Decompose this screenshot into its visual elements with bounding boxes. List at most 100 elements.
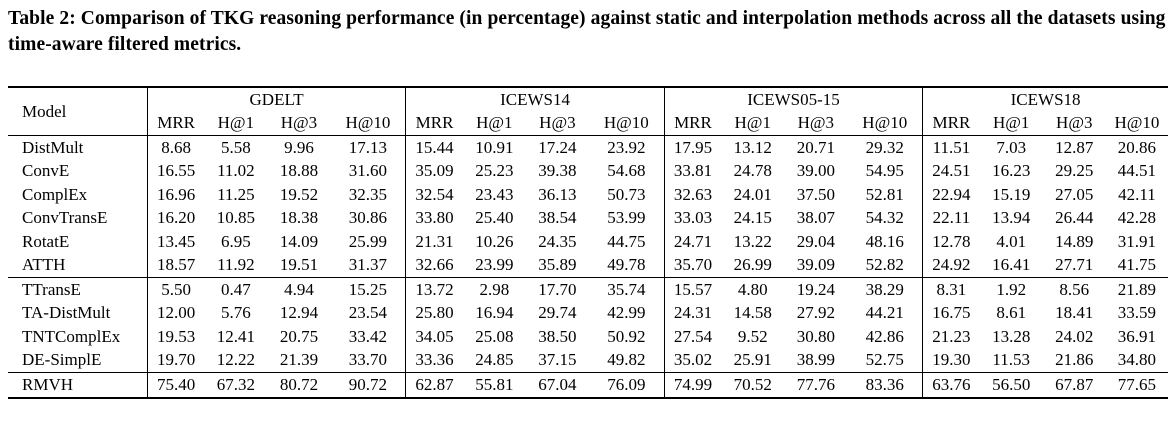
- dataset-header-row: Model GDELT ICEWS14 ICEWS05-15 ICEWS18: [8, 86, 1168, 136]
- value-cell: 30.86: [348, 208, 388, 228]
- table-row: ATTH 18.57 11.92 19.51 31.37 32.66 23.99 35.89 4…: [8, 253, 1168, 278]
- metric-header: H@3: [797, 113, 835, 133]
- value-cell: 13.22: [733, 231, 772, 251]
- value-cell: 8.31: [922, 277, 980, 302]
- model-name-cell: TA-DistMult: [22, 303, 111, 323]
- value-cell: 16.23: [992, 161, 1031, 181]
- value-cell: 19.24: [784, 277, 848, 302]
- value-cell: 37.50: [796, 184, 835, 204]
- value-cell: 16.96: [146, 183, 205, 207]
- value-cell: 54.32: [865, 208, 904, 228]
- dataset-header-icews18: ICEWS18: [922, 86, 1168, 112]
- value-cell: 23.99: [475, 255, 514, 275]
- value-cell: 30.80: [796, 326, 835, 346]
- value-cell: 19.70: [146, 348, 205, 373]
- value-cell: 25.40: [475, 208, 514, 228]
- value-cell: 39.38: [538, 161, 577, 181]
- value-cell: 11.53: [992, 350, 1030, 370]
- value-cell: 74.99: [663, 372, 722, 399]
- value-cell: 13.45: [146, 230, 205, 254]
- value-cell: 29.32: [847, 135, 923, 160]
- value-cell: 35.89: [538, 255, 577, 275]
- value-cell: 14.09: [279, 231, 319, 251]
- value-cell: 9.96: [267, 135, 331, 160]
- value-cell: 32.63: [663, 183, 722, 207]
- value-cell: 31.91: [1117, 231, 1157, 251]
- value-cell: 19.52: [279, 184, 319, 204]
- value-cell: 29.04: [796, 231, 835, 251]
- value-cell: 22.11: [922, 206, 980, 230]
- value-cell: 33.42: [348, 326, 388, 346]
- value-cell: 8.68: [146, 135, 205, 160]
- value-cell: 37.15: [538, 350, 577, 370]
- value-cell: 11.92: [217, 255, 255, 275]
- value-cell: 21.23: [922, 325, 980, 349]
- metric-header: H@10: [1114, 113, 1160, 133]
- value-cell: 4.01: [996, 231, 1027, 251]
- table-row: DistMult 8.68 5.58 9.96 17.13 15.44 10.91 17.24…: [8, 135, 1168, 160]
- table-row: ConvTransE 16.20 10.85 18.38 30.86 33.80 25.40…: [8, 206, 1168, 230]
- value-cell: 15.19: [992, 184, 1031, 204]
- model-name-cell: ConvE: [22, 161, 70, 181]
- value-cell: 4.80: [721, 277, 785, 302]
- value-cell: 19.53: [146, 325, 205, 349]
- value-cell: 20.86: [1105, 135, 1168, 160]
- value-cell: 54.68: [607, 161, 646, 181]
- value-cell: 17.70: [525, 277, 589, 302]
- table-body: DistMult 8.68 5.58 9.96 17.13 15.44 10.91 17.24…: [8, 135, 1168, 399]
- dataset-header-icews14: ICEWS14: [405, 86, 665, 112]
- value-cell: 33.03: [663, 206, 722, 230]
- value-cell: 18.57: [146, 253, 205, 278]
- value-cell: 20.75: [279, 326, 319, 346]
- value-cell: 62.87: [405, 372, 463, 399]
- table-row: TNTComplEx 19.53 12.41 20.75 33.42 34.05 25.08…: [8, 325, 1168, 349]
- value-cell: 13.94: [992, 208, 1031, 228]
- value-cell: 42.11: [1118, 184, 1156, 204]
- value-cell: 24.35: [538, 231, 577, 251]
- value-cell: 38.50: [538, 326, 577, 346]
- value-cell: 14.58: [733, 303, 772, 323]
- value-cell: 24.71: [663, 230, 722, 254]
- value-cell: 17.95: [663, 135, 722, 160]
- table-row: RotatE 13.45 6.95 14.09 25.99 21.31 10.26 24.35…: [8, 230, 1168, 254]
- value-cell: 83.36: [847, 372, 923, 399]
- value-cell: 12.41: [216, 326, 255, 346]
- value-cell: 24.85: [475, 350, 514, 370]
- value-cell: 38.29: [847, 277, 923, 302]
- value-cell: 53.99: [607, 208, 646, 228]
- metric-header: H@10: [603, 113, 649, 133]
- value-cell: 27.71: [1055, 255, 1094, 275]
- value-cell: 38.54: [538, 208, 577, 228]
- value-cell: 44.21: [865, 303, 904, 323]
- value-cell: 2.98: [462, 277, 526, 302]
- value-cell: 75.40: [146, 372, 205, 399]
- value-cell: 38.99: [796, 350, 835, 370]
- value-cell: 11.51: [922, 135, 980, 160]
- value-cell: 33.81: [663, 159, 722, 183]
- value-cell: 33.70: [348, 350, 388, 370]
- value-cell: 33.80: [405, 206, 463, 230]
- model-name-cell: RotatE: [22, 231, 70, 251]
- metric-header: H@10: [862, 113, 908, 133]
- value-cell: 11.02: [217, 161, 255, 181]
- value-cell: 42.28: [1117, 208, 1157, 228]
- value-cell: 39.00: [796, 161, 835, 181]
- value-cell: 67.32: [204, 372, 268, 399]
- value-cell: 35.70: [663, 253, 722, 278]
- value-cell: 17.24: [525, 135, 589, 160]
- value-cell: 14.89: [1055, 231, 1094, 251]
- value-cell: 5.76: [221, 303, 251, 323]
- value-cell: 33.36: [405, 348, 463, 373]
- value-cell: 29.74: [538, 303, 577, 323]
- value-cell: 77.76: [784, 372, 848, 399]
- value-cell: 35.09: [405, 159, 463, 183]
- value-cell: 24.01: [733, 184, 772, 204]
- value-cell: 80.72: [267, 372, 331, 399]
- metric-header: MRR: [405, 111, 463, 136]
- value-cell: 35.74: [588, 277, 665, 302]
- metric-header: MRR: [922, 111, 980, 136]
- value-cell: 24.31: [663, 301, 722, 325]
- value-cell: 24.51: [922, 159, 980, 183]
- value-cell: 52.75: [865, 350, 904, 370]
- value-cell: 41.75: [1117, 255, 1157, 275]
